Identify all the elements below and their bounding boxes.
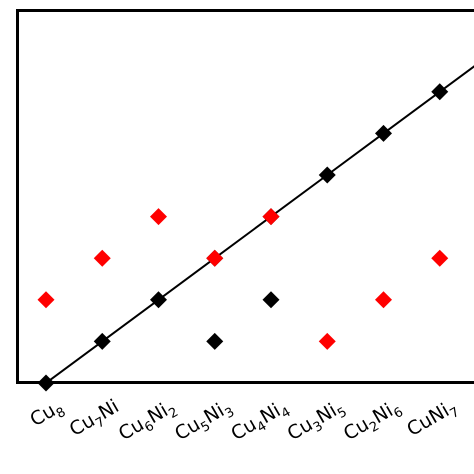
x-tick-label-5: Cu3Ni5 <box>284 395 350 448</box>
label-text: Cu <box>115 413 148 445</box>
series-0-point-2 <box>150 291 167 309</box>
x-tick-label-2: Cu6Ni2 <box>115 395 181 448</box>
series-0-point-7 <box>431 83 449 101</box>
series-0 <box>37 65 474 392</box>
x-tick-label-6: Cu2Ni6 <box>340 395 406 448</box>
x-tick-label-4: Cu4Ni4 <box>227 395 293 448</box>
series-2-point-5 <box>318 332 336 350</box>
series-0-point-6 <box>375 124 392 142</box>
series-2-point-6 <box>375 291 392 309</box>
series-0-point-1 <box>93 332 111 350</box>
series-layer <box>37 65 474 392</box>
x-tick-labels: Cu8Cu7NiCu6Ni2Cu5Ni3Cu4Ni4Cu3Ni5Cu2Ni6Cu… <box>26 395 462 448</box>
series-2-point-0 <box>37 291 55 309</box>
label-text: CuNi <box>403 399 453 440</box>
series-2 <box>37 208 449 350</box>
series-2-point-1 <box>93 249 111 267</box>
series-2-point-7 <box>431 249 449 267</box>
label-text: Cu <box>26 399 59 431</box>
x-tick-label-1: Cu7Ni <box>66 395 125 444</box>
series-0-line <box>45 65 474 384</box>
series-1 <box>206 291 280 350</box>
series-0-point-0 <box>37 374 55 392</box>
x-tick-label-0: Cu8 <box>26 395 68 434</box>
axes <box>16 9 474 384</box>
x-tick-label-3: Cu5Ni3 <box>171 395 237 448</box>
series-2-point-4 <box>262 208 280 226</box>
series-0-point-5 <box>318 166 336 184</box>
series-1-point-0 <box>206 332 224 350</box>
x-tick-label-7: CuNi7 <box>403 395 462 444</box>
series-2-point-3 <box>206 249 224 267</box>
series-2-point-2 <box>150 208 167 226</box>
series-1-point-1 <box>262 291 280 309</box>
label-text: Cu <box>66 409 99 441</box>
